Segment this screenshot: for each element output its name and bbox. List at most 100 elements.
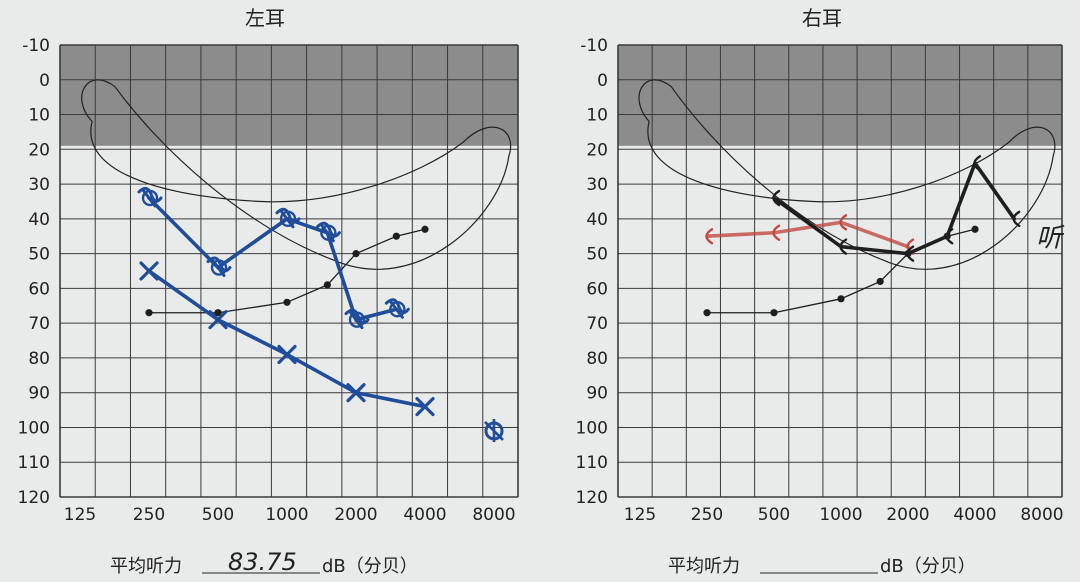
data-point-blue-sigma-loop [320, 224, 337, 241]
y-tick-label: -10 [580, 36, 608, 56]
data-point-black-bracket [973, 155, 982, 172]
right-ear-audiogram: 右耳 -10 0 10 20 30 40 50 60 70 80 90 100 110 120 125 250 5… [576, 6, 1065, 577]
right-ear-title: 右耳 [802, 6, 842, 30]
average-hearing-label: 平均听力 [110, 556, 182, 577]
data-point-blue-sigma-loop [141, 189, 159, 207]
data-point-black-pencil-dot [421, 225, 429, 233]
series-black-pencil-dot [145, 225, 429, 317]
data-point-black-pencil-dot [392, 232, 400, 240]
y-tick-label: 90 [586, 384, 608, 404]
x-tick-label: 125 [64, 505, 96, 525]
data-point-blue-cross [415, 397, 435, 417]
y-tick-label: 60 [28, 279, 50, 299]
average-hearing-unit: dB（分贝） [322, 556, 418, 577]
data-point-blue-sigma-loop [210, 259, 228, 276]
data-point-red-bracket [772, 224, 781, 241]
y-tick-label: 0 [39, 71, 50, 91]
data-point-black-bracket [772, 189, 781, 207]
average-hearing-unit: dB（分贝） [880, 556, 976, 577]
x-tick-label: 4000 [953, 505, 996, 525]
x-tick-label: 8000 [472, 505, 515, 525]
data-point-blue-sigma-loop [279, 210, 297, 228]
y-tick-label: 40 [586, 210, 608, 230]
data-point-black-bracket [906, 245, 915, 262]
y-tick-label: 120 [18, 488, 50, 508]
data-point-black-bracket [945, 228, 954, 245]
y-tick-label: 0 [597, 71, 608, 91]
data-point-black-pencil-dot [971, 225, 979, 233]
y-tick-label: -10 [22, 36, 50, 56]
y-tick-label: 60 [586, 279, 608, 299]
x-tick-label: 8000 [1020, 505, 1063, 525]
data-point-blue-cross [208, 310, 228, 330]
y-tick-label: 80 [28, 349, 50, 369]
y-tick-label: 120 [576, 488, 608, 508]
series-line-blue-cross [147, 269, 427, 409]
data-point-black-pencil-dot [145, 309, 153, 317]
data-point-black-bracket [1012, 210, 1021, 228]
series-red-bracket [705, 214, 915, 255]
left-ear-title: 左耳 [245, 6, 285, 30]
series-black-bracket [772, 155, 1021, 262]
y-tick-label: 20 [28, 140, 50, 160]
y-tick-label: 90 [28, 384, 50, 404]
data-point-black-pencil-dot [703, 309, 711, 317]
data-point-black-pencil-dot [214, 309, 222, 317]
data-point-black-bracket [839, 238, 848, 255]
data-point-blue-sigma-loop [348, 311, 366, 328]
x-tick-label: 125 [624, 505, 656, 525]
data-point-black-pencil-dot [283, 298, 291, 306]
data-point-red-bracket [839, 214, 848, 231]
data-point-black-pencil-dot [876, 277, 884, 286]
y-tick-label: 30 [28, 175, 50, 195]
y-tick-label: 30 [586, 175, 608, 195]
y-tick-label: 50 [586, 245, 608, 265]
data-point-black-pencil-dot [770, 309, 778, 317]
x-tick-label: 2000 [886, 505, 929, 525]
data-point-blue-sigma-loop [389, 301, 406, 318]
y-tick-label: 20 [586, 140, 608, 160]
y-tick-label: 110 [18, 453, 50, 473]
x-tick-label: 4000 [403, 505, 446, 525]
average-hearing-value: 83.75 [228, 548, 297, 576]
handwritten-annotation: 听 [1036, 224, 1065, 254]
y-tick-label: 40 [28, 210, 50, 230]
data-point-black-pencil-dot [352, 250, 360, 258]
x-tick-label: 1000 [265, 505, 308, 525]
x-tick-label: 500 [758, 505, 790, 525]
x-tick-label: 250 [691, 505, 723, 525]
data-point-blue-cross [277, 344, 297, 365]
normal-hearing-band [618, 45, 1062, 146]
y-tick-label: 70 [586, 314, 608, 334]
y-tick-label: 10 [586, 106, 608, 126]
x-tick-label: 250 [133, 505, 165, 525]
data-point-blue-cross [346, 383, 366, 403]
y-tick-label: 70 [28, 314, 50, 334]
series-line-blue-sigma [147, 196, 399, 322]
y-tick-label: 50 [28, 245, 50, 265]
speech-banana-outline [81, 79, 512, 270]
y-tick-label: 10 [28, 106, 50, 126]
series-line-black-bracket [772, 159, 1016, 256]
data-point-blue-circle-cross-stroke [484, 418, 504, 442]
y-tick-label: 110 [576, 453, 608, 473]
y-tick-label: 100 [18, 418, 50, 438]
data-point-blue-cross [139, 261, 159, 281]
data-point-black-pencil-dot [837, 295, 845, 303]
x-tick-label: 500 [202, 505, 234, 525]
speech-banana-outline [638, 79, 1056, 270]
series-line-red-bracket [705, 220, 910, 249]
y-tick-label: 100 [576, 418, 608, 438]
normal-hearing-band [60, 45, 518, 146]
average-hearing-label: 平均听力 [668, 556, 740, 577]
series-blue-cross [139, 261, 435, 417]
x-tick-label: 1000 [819, 505, 862, 525]
data-point-black-pencil-dot [323, 281, 331, 289]
data-point-red-bracket [705, 228, 714, 245]
x-tick-label: 2000 [334, 505, 377, 525]
left-ear-audiogram: 左耳 -10 0 10 20 30 40 50 60 70 80 90 100 110 120 125 250 5… [18, 6, 519, 577]
y-tick-label: 80 [586, 349, 608, 369]
series-blue-sigma [137, 186, 410, 330]
